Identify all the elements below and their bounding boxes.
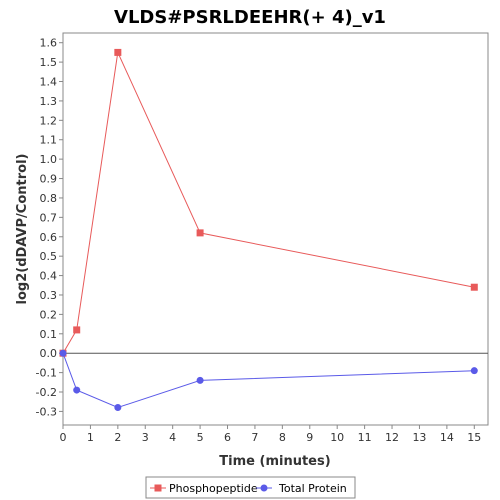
x-tick-label: 5 (197, 431, 204, 444)
y-tick-label: 0.8 (40, 192, 58, 205)
x-axis-label: Time (minutes) (219, 454, 330, 469)
y-axis-label: log2(dDAVP/Control) (15, 154, 30, 305)
y-tick-label: 1.6 (40, 37, 58, 50)
y-tick-label: 1.1 (40, 134, 58, 147)
y-tick-label: 1.2 (40, 114, 58, 127)
legend: Phosphopeptide Total Protein (145, 476, 356, 499)
data-point-phosphopeptide (114, 48, 122, 56)
data-point-total-protein (196, 376, 204, 384)
legend-label-phosphopeptide: Phosphopeptide (169, 482, 258, 495)
legend-marker-phosphopeptide (154, 484, 162, 492)
chart-title: VLDS#PSRLDEEHR(+ 4)_v1 (114, 7, 386, 28)
x-tick-label: 15 (467, 431, 481, 444)
y-tick-label: 0.5 (40, 250, 58, 263)
y-tick-label: 0.4 (40, 270, 58, 283)
y-tick-label: 1.3 (40, 95, 58, 108)
y-tick-label: 0.6 (40, 231, 58, 244)
x-tick-label: 6 (224, 431, 231, 444)
y-tick-label: -0.3 (36, 405, 57, 418)
data-point-total-protein (59, 349, 67, 357)
x-tick-label: 7 (251, 431, 258, 444)
y-tick-label: 0.0 (40, 347, 58, 360)
plot-area (62, 32, 489, 426)
y-tick-label: 0.7 (40, 211, 58, 224)
data-point-total-protein (114, 404, 122, 412)
legend-marker-total-protein (260, 484, 268, 492)
legend-label-total-protein: Total Protein (278, 482, 347, 495)
x-tick-label: 4 (169, 431, 176, 444)
x-tick-label: 12 (385, 431, 399, 444)
x-axis: 0 1 2 3 4 5 6 7 8 9 10 11 12 13 14 15 (60, 425, 481, 444)
x-tick-label: 2 (114, 431, 121, 444)
data-point-total-protein (73, 386, 81, 394)
x-tick-label: 1 (87, 431, 94, 444)
y-tick-label: 0.2 (40, 308, 58, 321)
data-point-phosphopeptide (196, 229, 204, 237)
y-tick-label: 1.4 (40, 76, 58, 89)
x-tick-label: 13 (412, 431, 426, 444)
data-point-phosphopeptide (73, 326, 81, 334)
x-tick-label: 14 (440, 431, 454, 444)
x-tick-label: 0 (60, 431, 67, 444)
data-point-total-protein (470, 367, 478, 375)
x-tick-label: 3 (142, 431, 149, 444)
data-point-phosphopeptide (470, 283, 478, 291)
x-tick-label: 11 (358, 431, 372, 444)
y-tick-label: 1.0 (40, 153, 58, 166)
y-tick-label: -0.2 (36, 386, 57, 399)
y-tick-label: 0.9 (40, 173, 58, 186)
legend-box (145, 476, 356, 499)
y-axis: -0.3 -0.2 -0.1 0.0 0.1 0.2 0.3 0.4 0.5 0.6 0.7 0.8 0… (36, 37, 63, 418)
x-tick-label: 9 (306, 431, 313, 444)
y-tick-label: -0.1 (36, 367, 57, 380)
x-tick-label: 8 (279, 431, 286, 444)
y-tick-label: 0.3 (40, 289, 58, 302)
series-layer (59, 48, 478, 412)
y-tick-label: 0.1 (40, 328, 58, 341)
y-tick-label: 1.5 (40, 56, 58, 69)
x-tick-label: 10 (330, 431, 344, 444)
